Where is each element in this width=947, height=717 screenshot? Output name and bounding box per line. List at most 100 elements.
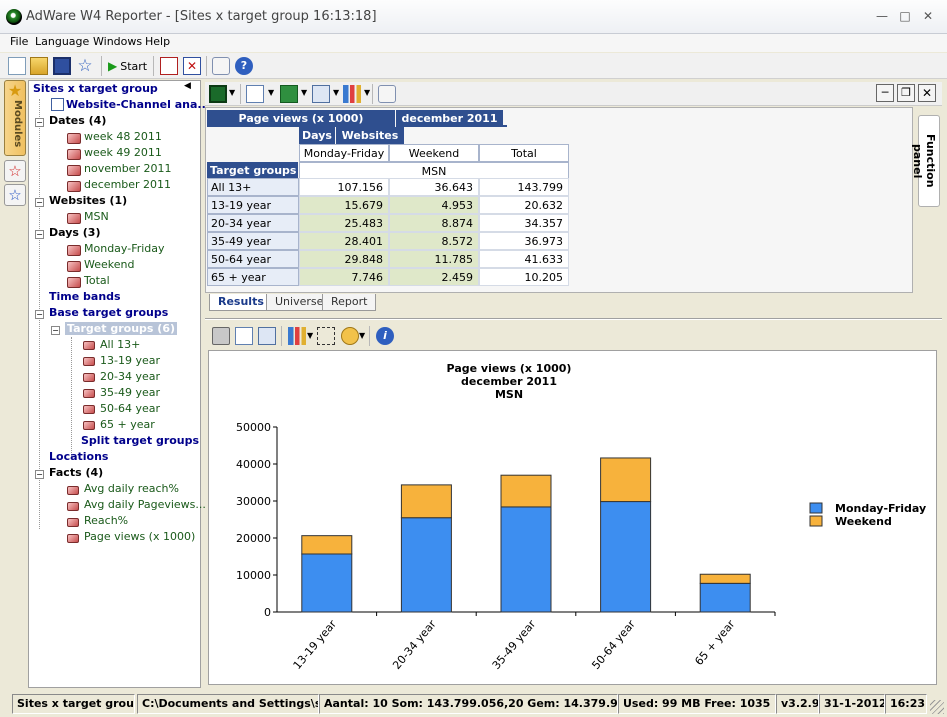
tab-results[interactable]: Results <box>209 294 273 311</box>
tree-dates[interactable]: Dates (4) <box>49 114 107 127</box>
grid-row-label[interactable]: 13-19 year <box>207 196 299 214</box>
excel-export-icon[interactable] <box>280 85 298 103</box>
expand-base-target-groups[interactable]: − <box>35 310 44 319</box>
tree-target-group-item[interactable]: 35-49 year <box>100 386 161 399</box>
grid-cell[interactable]: 15.679 <box>299 196 389 214</box>
tree-facts[interactable]: Facts (4) <box>49 466 104 479</box>
grid-cell[interactable]: 28.401 <box>299 232 389 250</box>
grid-dim-websites[interactable]: Websites <box>336 127 404 144</box>
grid-col-header[interactable]: Monday-Friday <box>299 144 389 162</box>
grid-cell[interactable]: 7.746 <box>299 268 389 286</box>
tree-day-item[interactable]: Monday-Friday <box>84 242 165 255</box>
close-icon[interactable]: ✕ <box>922 9 934 23</box>
chart-type-icon[interactable] <box>343 85 361 103</box>
grid-row-label[interactable]: 35-49 year <box>207 232 299 250</box>
grid-cell[interactable]: 29.848 <box>299 250 389 268</box>
preview-icon[interactable] <box>246 85 264 103</box>
tree-fact-item[interactable]: Avg daily reach% <box>84 482 179 495</box>
save-icon[interactable] <box>53 57 71 75</box>
grid-row-label[interactable]: 50-64 year <box>207 250 299 268</box>
modules-tab[interactable] <box>4 80 26 156</box>
grid-cell[interactable]: 11.785 <box>389 250 479 268</box>
dropdown-arrow-icon[interactable]: ▼ <box>333 88 340 97</box>
tree-base-target-groups[interactable]: Base target groups <box>49 306 169 319</box>
chart-preview-icon[interactable] <box>235 327 253 345</box>
tree-time-bands[interactable]: Time bands <box>49 290 121 303</box>
tree-split-target-groups[interactable]: Split target groups <box>81 434 200 447</box>
tree-target-group-item[interactable]: All 13+ <box>100 338 141 351</box>
grid-period-header[interactable]: december 2011 <box>396 110 503 127</box>
dropdown-arrow-icon[interactable]: ▼ <box>268 88 275 97</box>
grid-minimize-button[interactable]: ─ <box>876 84 894 102</box>
grid-cell[interactable]: 4.953 <box>389 196 479 214</box>
grid-cell[interactable]: 25.483 <box>299 214 389 232</box>
tree-date-item[interactable]: week 49 2011 <box>84 146 162 159</box>
tree-locations[interactable]: Locations <box>49 450 109 463</box>
dropdown-arrow-icon[interactable]: ▼ <box>307 331 314 340</box>
grid-col-header[interactable]: Total <box>479 144 569 162</box>
resize-grip-icon[interactable] <box>930 700 944 714</box>
grid-cell[interactable]: 20.632 <box>479 196 569 214</box>
menu-windows[interactable]: Windows <box>93 35 143 48</box>
palette-icon[interactable] <box>341 327 359 345</box>
dropdown-arrow-icon[interactable]: ▼ <box>229 88 236 97</box>
open-folder-icon[interactable] <box>30 57 48 75</box>
pane-splitter[interactable] <box>205 318 942 320</box>
tree-date-item[interactable]: week 48 2011 <box>84 130 162 143</box>
tab-universe[interactable]: Universe <box>266 294 333 311</box>
grid-dim-days[interactable]: Days <box>299 127 335 144</box>
tree-days[interactable]: Days (3) <box>49 226 101 239</box>
save-grid-icon[interactable] <box>209 85 227 103</box>
star-icon[interactable]: ☆ <box>77 56 93 76</box>
copy-icon[interactable] <box>312 85 330 103</box>
tree-root[interactable]: Sites x target group <box>33 82 158 95</box>
grid-cell[interactable]: 41.633 <box>479 250 569 268</box>
grid-cell[interactable]: 143.799 <box>479 178 569 196</box>
print-icon[interactable] <box>212 327 230 345</box>
grid-cell[interactable]: 2.459 <box>389 268 479 286</box>
info-icon[interactable]: i <box>376 327 394 345</box>
mail-icon[interactable] <box>212 57 230 75</box>
grid-row-label[interactable]: 20-34 year <box>207 214 299 232</box>
chart-style-icon[interactable] <box>288 327 306 345</box>
grid-col-header[interactable]: Weekend <box>389 144 479 162</box>
tab-report[interactable]: Report <box>322 294 377 311</box>
maximize-icon[interactable]: □ <box>899 9 911 23</box>
tree-day-item[interactable]: Total <box>84 274 110 287</box>
tree-websites[interactable]: Websites (1) <box>49 194 128 207</box>
expand-dates[interactable]: − <box>35 118 44 127</box>
grid-cell[interactable]: 36.643 <box>389 178 479 196</box>
grid-row-header[interactable]: Target groups <box>207 162 298 180</box>
new-file-icon[interactable] <box>8 57 26 75</box>
minimize-icon[interactable]: — <box>876 9 888 23</box>
menu-file[interactable]: File <box>10 35 29 48</box>
grid-cell[interactable]: 8.572 <box>389 232 479 250</box>
function-panel-tab[interactable] <box>918 115 940 207</box>
expand-websites[interactable]: − <box>35 198 44 207</box>
tree-fact-item[interactable]: Reach% <box>84 514 129 527</box>
grid-row-label[interactable]: All 13+ <box>207 178 299 196</box>
expand-days[interactable]: − <box>35 230 44 239</box>
favorites-blue-star-icon[interactable]: ☆ <box>4 184 26 206</box>
tree-date-item[interactable]: december 2011 <box>84 178 172 191</box>
grid-cell[interactable]: 8.874 <box>389 214 479 232</box>
grid-cell[interactable]: 34.357 <box>479 214 569 232</box>
collapse-panel-icon[interactable]: ◀ <box>184 81 191 91</box>
dropdown-arrow-icon[interactable]: ▼ <box>359 331 366 340</box>
help-icon[interactable]: ? <box>235 57 253 75</box>
menu-language[interactable]: Language <box>35 35 90 48</box>
grid-close-button[interactable]: ✕ <box>918 84 936 102</box>
tree-day-item[interactable]: Weekend <box>84 258 135 271</box>
grid-restore-button[interactable]: ❐ <box>897 84 915 102</box>
tree-target-group-item[interactable]: 50-64 year <box>100 402 161 415</box>
tree-target-group-item[interactable]: 13-19 year <box>100 354 161 367</box>
grid-cell[interactable]: 10.205 <box>479 268 569 286</box>
start-button[interactable]: ▶ Start <box>108 57 147 75</box>
expand-target-groups[interactable]: − <box>51 326 60 335</box>
tree-website-item[interactable]: MSN <box>84 210 109 223</box>
mail-report-icon[interactable] <box>378 85 396 103</box>
favorites-red-star-icon[interactable]: ☆ <box>4 160 26 182</box>
tree-fact-item[interactable]: Page views (x 1000) <box>84 530 196 543</box>
chart-copy-icon[interactable] <box>258 327 276 345</box>
tree-target-group-item[interactable]: 65 + year <box>100 418 155 431</box>
